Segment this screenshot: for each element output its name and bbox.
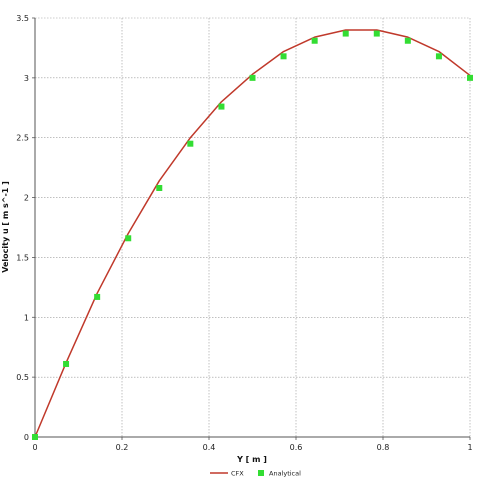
series-layer	[32, 29, 473, 440]
y-tick-label: 2	[24, 194, 29, 203]
analytical-point	[156, 184, 163, 191]
analytical-point	[32, 434, 38, 440]
y-tick-label: 3	[24, 74, 29, 83]
y-tick-label: 2.5	[16, 134, 29, 143]
legend-analytical-swatch	[258, 470, 264, 476]
analytical-point	[94, 293, 101, 300]
y-tick-label: 0	[24, 433, 29, 442]
y-ticks: 0 0.5 1 1.5 2 2.5 3 3.5	[16, 14, 35, 442]
analytical-point	[187, 140, 194, 147]
axes	[34, 18, 470, 438]
analytical-point	[373, 30, 380, 37]
x-tick-label: 0.8	[377, 443, 390, 452]
x-ticks: 0 0.2 0.4 0.6 0.8 1	[32, 437, 473, 452]
legend: CFX Analytical	[210, 470, 301, 478]
analytical-point	[435, 53, 442, 60]
plot-background	[35, 18, 470, 437]
y-tick-label: 3.5	[16, 14, 29, 23]
analytical-point	[125, 235, 132, 242]
x-axis-title: Y [ m ]	[236, 455, 267, 464]
y-tick-label: 1.5	[16, 253, 29, 262]
y-tick-label: 1	[24, 313, 29, 322]
x-tick-label: 1	[467, 443, 472, 452]
analytical-point	[311, 37, 318, 44]
analytical-point	[467, 74, 473, 81]
analytical-point	[342, 30, 349, 37]
analytical-point	[249, 74, 256, 81]
analytical-point	[63, 360, 70, 367]
y-axis-title: Velocity u [ m s^-1 ]	[1, 181, 10, 273]
legend-cfx-label: CFX	[231, 470, 244, 478]
analytical-point	[218, 103, 225, 110]
x-tick-label: 0.2	[116, 443, 129, 452]
legend-analytical-label: Analytical	[269, 470, 301, 478]
analytical-point	[280, 53, 287, 60]
analytical-point	[404, 37, 411, 44]
x-tick-label: 0.4	[203, 443, 216, 452]
x-tick-label: 0	[32, 443, 37, 452]
x-tick-label: 0.6	[290, 443, 303, 452]
y-tick-label: 0.5	[16, 373, 29, 382]
cfx-series-line	[34, 29, 471, 438]
